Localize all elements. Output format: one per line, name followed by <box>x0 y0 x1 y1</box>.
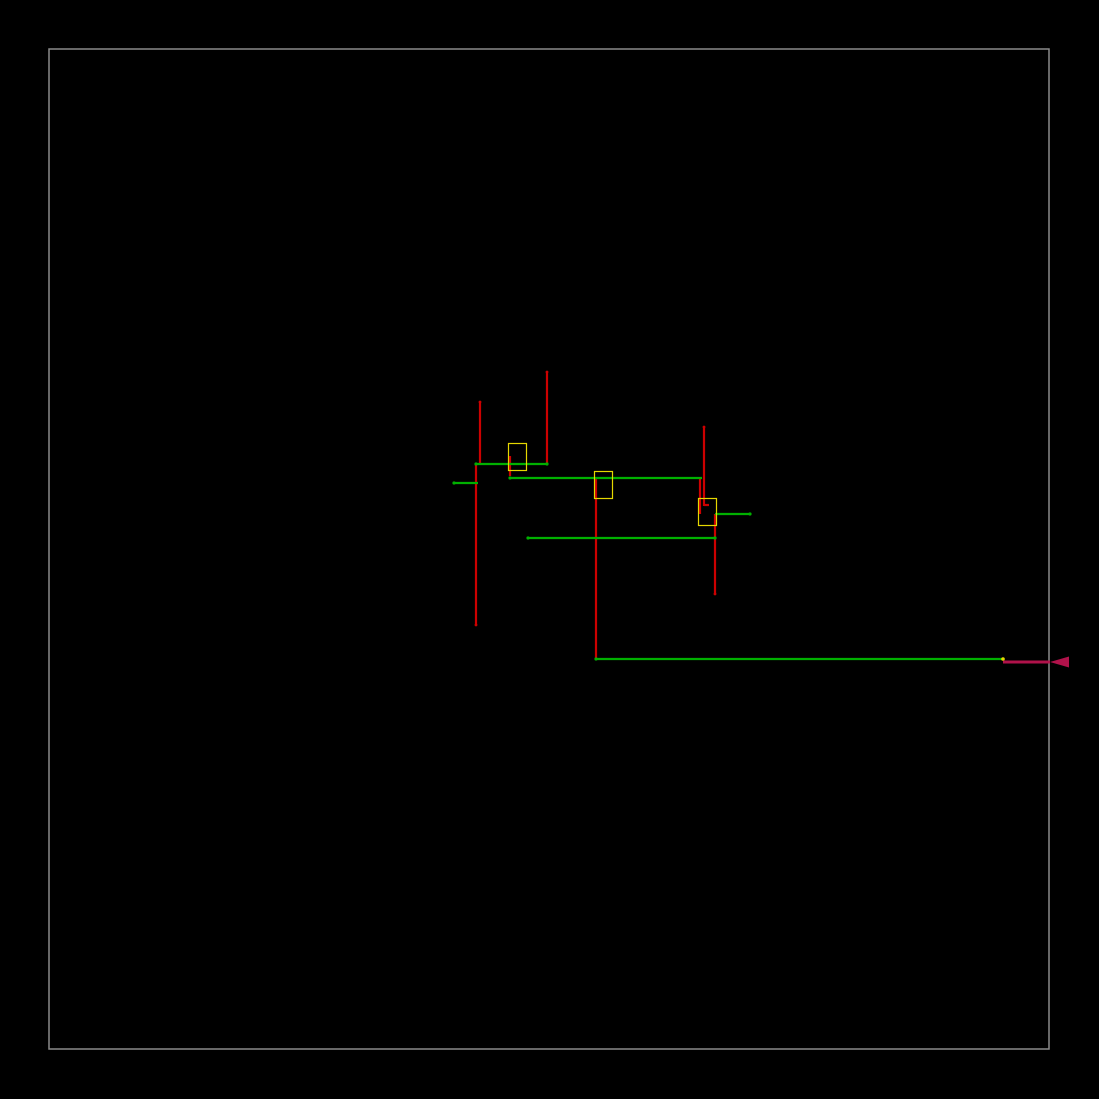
cell <box>507 442 528 472</box>
via <box>702 425 706 429</box>
via <box>713 592 717 596</box>
via <box>478 400 482 404</box>
via <box>1001 657 1005 661</box>
via <box>474 623 478 627</box>
via <box>508 476 512 480</box>
via <box>526 536 530 540</box>
via <box>545 462 549 466</box>
via <box>474 462 478 466</box>
cells <box>507 442 718 527</box>
vertical-wires <box>474 372 717 660</box>
cell <box>593 470 614 500</box>
via <box>545 370 549 374</box>
io-pin-arrow-icon <box>1050 656 1069 668</box>
cell <box>697 497 718 527</box>
die-boundary <box>48 48 1050 1050</box>
via <box>594 657 598 661</box>
io-pin <box>1003 656 1069 668</box>
via <box>452 481 456 485</box>
via <box>748 512 752 516</box>
via-dots <box>452 370 1005 661</box>
via <box>713 536 717 540</box>
horizontal-wires <box>454 462 1004 661</box>
